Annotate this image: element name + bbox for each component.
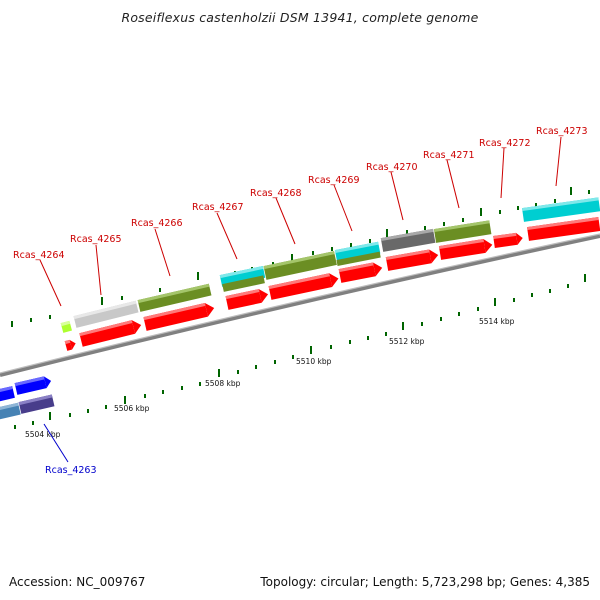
- position-label: 5512 kbp: [389, 337, 425, 346]
- gene-blue-2: [0, 386, 15, 402]
- gene-darkgrey: [380, 228, 436, 252]
- gene-cyan-3: [522, 197, 600, 222]
- gene-arrow-4270: [385, 249, 439, 271]
- gene-label-rcas-4269: Rcas_4269: [308, 175, 360, 186]
- topology-text: Topology: circular; Length: 5,723,298 bp…: [260, 575, 590, 589]
- gene-label-rcas-4266: Rcas_4266: [131, 218, 183, 229]
- gene-label-rcas-4272: Rcas_4272: [479, 138, 531, 149]
- gene-label-rcas-4271: Rcas_4271: [423, 150, 475, 161]
- gene-label-rcas-4267: Rcas_4267: [192, 202, 244, 213]
- gene-steelblue: [0, 402, 21, 420]
- gene-arrow-4273: [527, 217, 600, 241]
- gene-olive-3: [263, 251, 337, 280]
- gene-arrow-4272: [493, 232, 523, 248]
- gene-label-rcas-4264: Rcas_4264: [13, 250, 65, 261]
- position-label: 5508 kbp: [205, 379, 241, 388]
- backbone-line: [0, 234, 600, 377]
- gene-label-rcas-4263: Rcas_4263: [45, 465, 97, 476]
- gene-arrow-4268: [268, 273, 339, 300]
- position-label: 5504 kbp: [25, 430, 61, 439]
- gene-grey: [73, 300, 139, 328]
- gene-cyan-2: [334, 241, 381, 262]
- backbone-highlight: [0, 233, 600, 374]
- gene-label-rcas-4270: Rcas_4270: [366, 162, 418, 173]
- tick-row-lower: [14, 274, 586, 429]
- genome-title: Roseiflexus castenholzii DSM 13941, comp…: [121, 10, 479, 25]
- gene-blue-1: [14, 376, 52, 395]
- gene-label-rcas-4268: Rcas_4268: [250, 188, 302, 199]
- gene-lime: [60, 320, 72, 333]
- gene-label-rcas-4273: Rcas_4273: [536, 126, 588, 137]
- gene-arrow-4264: [64, 339, 76, 351]
- gene-arrow-4265: [79, 320, 142, 347]
- gene-arrow-4267: [225, 289, 269, 310]
- gene-arrow-4266: [143, 303, 215, 331]
- gene-label-rcas-4265: Rcas_4265: [70, 234, 122, 245]
- gene-darkslateblue: [18, 394, 55, 414]
- position-label: 5514 kbp: [479, 317, 515, 326]
- gene-arrow-4269: [338, 262, 383, 283]
- position-label: 5506 kbp: [114, 404, 150, 413]
- gene-olive-2: [222, 275, 265, 292]
- gene-olive-4: [336, 251, 381, 266]
- gene-olive-5: [433, 220, 492, 243]
- gene-olive-1: [137, 283, 212, 312]
- accession-text: Accession: NC_009767: [9, 575, 146, 589]
- position-label: 5510 kbp: [296, 357, 332, 366]
- gene-cyan-1: [219, 265, 266, 287]
- gene-arrow-4271: [438, 239, 493, 260]
- label-leader-4263: [43, 423, 69, 463]
- label-leaders: [39, 136, 562, 307]
